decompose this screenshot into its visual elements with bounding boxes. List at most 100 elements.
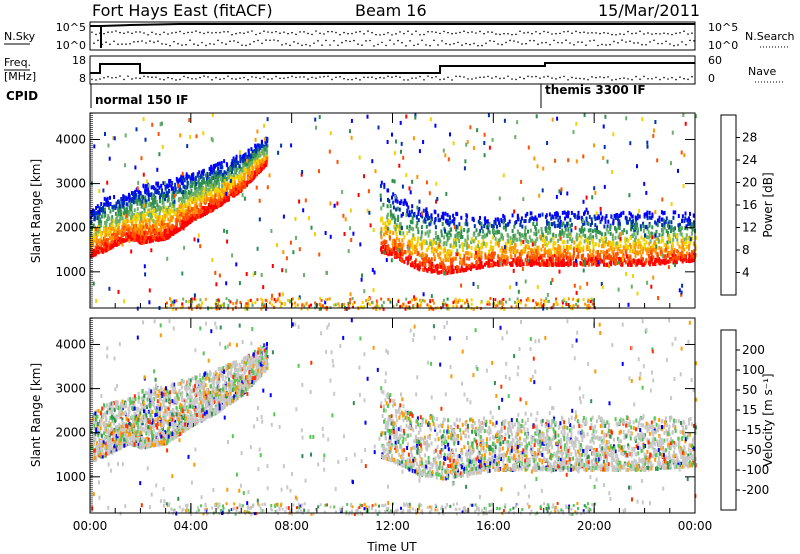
data-point [100,248,103,253]
nave-tick-top: 60 [708,54,722,67]
data-point [550,258,553,263]
data-point [466,245,469,250]
data-point [130,226,133,231]
data-point [445,251,448,256]
data-point [489,247,492,252]
data-point [407,248,410,253]
data-point [589,248,591,253]
data-point [557,263,560,267]
data-point [541,233,544,238]
data-point [164,209,167,213]
freq-tick-top: 18 [72,54,86,67]
data-point [597,214,600,219]
data-point [195,201,198,206]
data-point [259,153,262,158]
data-point [431,261,434,266]
data-point [185,209,188,214]
data-point [526,254,529,259]
data-point [520,241,523,246]
data-point [427,245,430,250]
data-point [206,191,209,196]
data-point [506,222,509,227]
data-point [504,223,507,228]
nsky-point [455,32,457,34]
data-point [195,197,198,202]
data-point [219,177,222,181]
nave-point [231,77,233,80]
data-point [169,202,172,207]
nsky-point [495,33,497,35]
data-point [587,228,590,233]
data-point [481,235,484,239]
data-point [135,218,138,223]
data-point [386,212,389,217]
data-point [643,212,646,217]
data-point [548,262,551,267]
noise-point [680,150,683,155]
data-point [604,255,607,260]
data-point [466,250,469,255]
data-point [501,253,504,258]
noise-point [405,213,408,217]
data-point [225,194,228,199]
nsearch-point [157,40,159,43]
data-point [166,222,169,227]
data-point [93,232,96,237]
nave-point [675,78,677,81]
data-point [636,227,639,232]
data-point [90,244,93,248]
data-point [514,221,517,226]
data-point [586,261,588,265]
data-point [514,243,517,248]
data-point [539,255,542,260]
data-point [594,242,597,247]
data-point [223,175,226,180]
nave-point [479,76,481,79]
data-point [125,210,128,215]
data-point [243,153,246,158]
nave-point [667,78,669,80]
noise-point [405,114,408,119]
data-point [473,256,476,260]
data-point [483,241,486,246]
data-point [578,249,581,254]
nave-point [247,78,249,81]
data-point [629,263,632,267]
data-point [457,251,460,256]
data-point [209,192,212,197]
data-point [613,258,616,262]
data-point [418,267,421,272]
data-point [578,215,581,220]
nsearch-point [349,40,351,43]
data-point [127,236,129,241]
data-point [627,259,630,264]
nsky-point [99,32,101,34]
data-point [409,219,412,224]
data-point [686,218,689,223]
data-point [442,242,445,247]
data-point [221,184,224,189]
data-point [182,223,184,228]
data-point [198,170,201,175]
noise-point [147,183,150,188]
data-point [512,258,515,262]
data-point [645,224,648,229]
data-point [670,244,673,249]
data-point [150,196,153,201]
data-point [136,201,139,206]
data-point [537,246,540,251]
nave-point [135,77,137,79]
data-point [256,167,258,172]
data-point [191,216,194,221]
data-point [92,240,94,245]
data-point [416,220,419,225]
data-point [113,229,116,233]
data-point [575,247,578,252]
data-point [618,222,621,227]
noise-point [653,128,655,133]
data-point [633,237,636,242]
nsky-point [627,30,629,33]
noise-point [586,281,589,286]
noise-point [593,186,596,191]
data-point [109,202,112,206]
